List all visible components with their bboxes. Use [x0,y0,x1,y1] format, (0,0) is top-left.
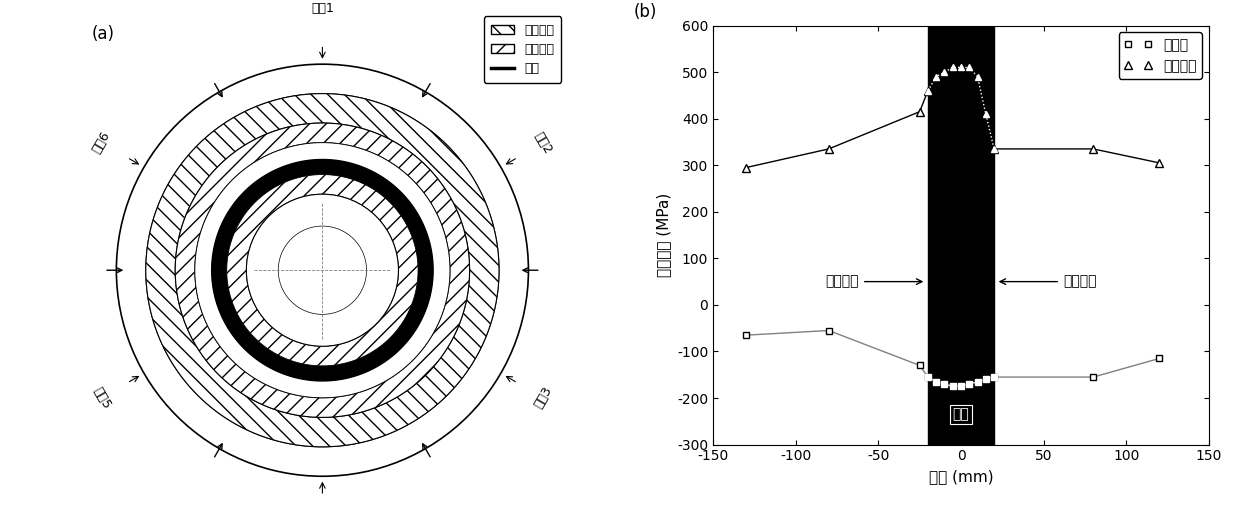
Text: 焊缝: 焊缝 [952,407,970,421]
传统方法 [920,88,935,94]
Text: 分杗5: 分杗5 [91,385,113,411]
传统方法 [970,74,985,80]
传统方法 [1152,160,1167,166]
Text: 分杗1: 分杗1 [311,2,334,15]
Legend: 新方法, 传统方法: 新方法, 传统方法 [1118,33,1202,79]
Text: 薄板一侧: 薄板一侧 [1064,274,1097,289]
新方法 [970,379,985,385]
PathPatch shape [146,94,498,447]
新方法 [913,362,928,368]
新方法 [929,379,944,385]
传统方法 [739,165,754,171]
PathPatch shape [195,143,450,398]
传统方法 [945,64,960,71]
Text: (b): (b) [634,4,657,21]
Bar [928,26,994,445]
新方法 [945,383,960,389]
新方法 [1152,355,1167,361]
Text: (a): (a) [92,25,115,43]
PathPatch shape [212,160,433,381]
传统方法 [913,109,928,115]
新方法 [978,376,993,382]
PathPatch shape [175,123,470,417]
传统方法 [978,111,993,117]
传统方法 [821,146,836,152]
新方法 [739,332,754,338]
传统方法 [954,64,968,71]
Text: 分杗2: 分杗2 [532,129,554,156]
传统方法 [962,64,977,71]
新方法 [987,374,1002,380]
Text: 分杗3: 分杗3 [532,385,554,411]
Legend: 主加热带, 副加热带, 焊缝: 主加热带, 副加热带, 焊缝 [484,16,562,83]
PathPatch shape [227,175,418,366]
Circle shape [146,94,498,447]
新方法 [962,381,977,387]
Line: 新方法: 新方法 [743,327,1163,390]
新方法 [937,381,952,387]
Y-axis label: 轴向应力 (MPa): 轴向应力 (MPa) [656,193,671,277]
新方法 [954,383,968,389]
Line: 传统方法: 传统方法 [742,63,1163,172]
传统方法 [1086,146,1101,152]
传统方法 [929,74,944,80]
X-axis label: 距离 (mm): 距离 (mm) [929,469,993,484]
Text: 分杗6: 分杗6 [91,129,113,156]
Circle shape [247,194,398,346]
Text: 厄板一侧: 厄板一侧 [825,274,858,289]
Circle shape [278,226,367,314]
Circle shape [117,64,528,476]
新方法 [1086,374,1101,380]
新方法 [821,328,836,334]
新方法 [920,374,935,380]
传统方法 [987,146,1002,152]
传统方法 [937,69,952,75]
